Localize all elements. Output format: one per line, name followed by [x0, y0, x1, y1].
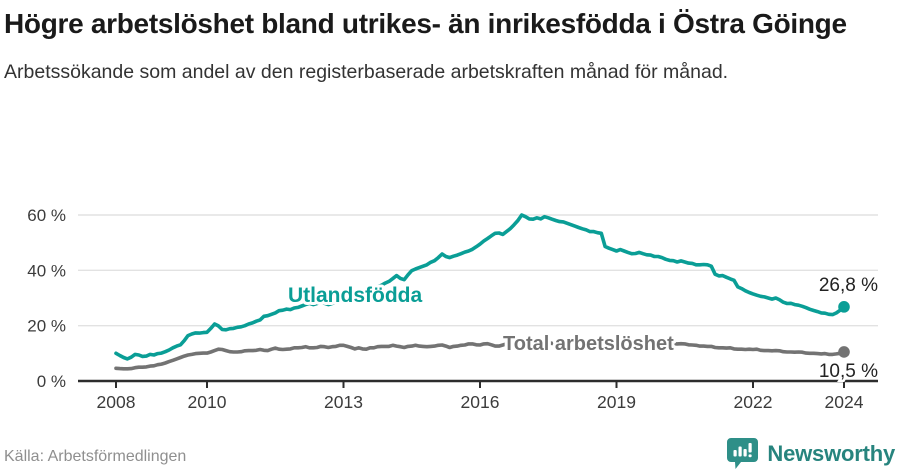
- y-axis-tick-label: 40 %: [27, 261, 66, 280]
- chart-header: Högre arbetslöshet bland utrikes- än inr…: [4, 4, 884, 86]
- series-line-utlandsfodda: [114, 213, 846, 361]
- x-axis-tick-label: 2024: [825, 392, 864, 412]
- chart-footer: Källa: Arbetsförmedlingen Newsworthy: [0, 434, 900, 474]
- series-end-value-label: 26,8 %: [819, 275, 878, 296]
- x-axis-tick-label: 2013: [324, 392, 363, 412]
- chart-subtitle: Arbetssökande som andel av den registerb…: [4, 61, 729, 83]
- y-axis-tick-label: 60 %: [27, 206, 66, 225]
- x-axis-tick-label: 2019: [597, 392, 636, 412]
- newsworthy-logo[interactable]: Newsworthy: [726, 437, 895, 470]
- line-chart: 0 % 20 % 40 % 60 % 2008 2010 2013 2016 2019 2022 2…: [0, 195, 900, 430]
- series-line-total: [114, 340, 846, 371]
- series-label: Total arbetslöshet: [503, 333, 674, 355]
- x-axis-tick-label: 2022: [734, 392, 773, 412]
- y-axis-tick-label: 0 %: [37, 372, 66, 391]
- page-title: Högre arbetslöshet bland utrikes- än inr…: [4, 8, 847, 39]
- series-end-dot: [838, 346, 850, 358]
- newsworthy-logo-text: Newsworthy: [767, 440, 895, 466]
- x-axis-tick-label: 2016: [461, 392, 500, 412]
- chart-svg: 0 % 20 % 40 % 60 % 2008 2010 2013 2016 2019 2022 2…: [27, 206, 880, 412]
- series-end-dot: [838, 301, 850, 313]
- x-axis-tick-label: 2010: [188, 392, 227, 412]
- y-axis-tick-label: 20 %: [27, 317, 66, 336]
- x-axis-tick-label: 2008: [97, 392, 136, 412]
- newsworthy-chart-bubble-icon: [727, 438, 759, 469]
- source-text: Källa: Arbetsförmedlingen: [4, 448, 187, 465]
- series-label: Utlandsfödda: [288, 284, 422, 307]
- series-end-value-label: 10,5 %: [819, 361, 878, 382]
